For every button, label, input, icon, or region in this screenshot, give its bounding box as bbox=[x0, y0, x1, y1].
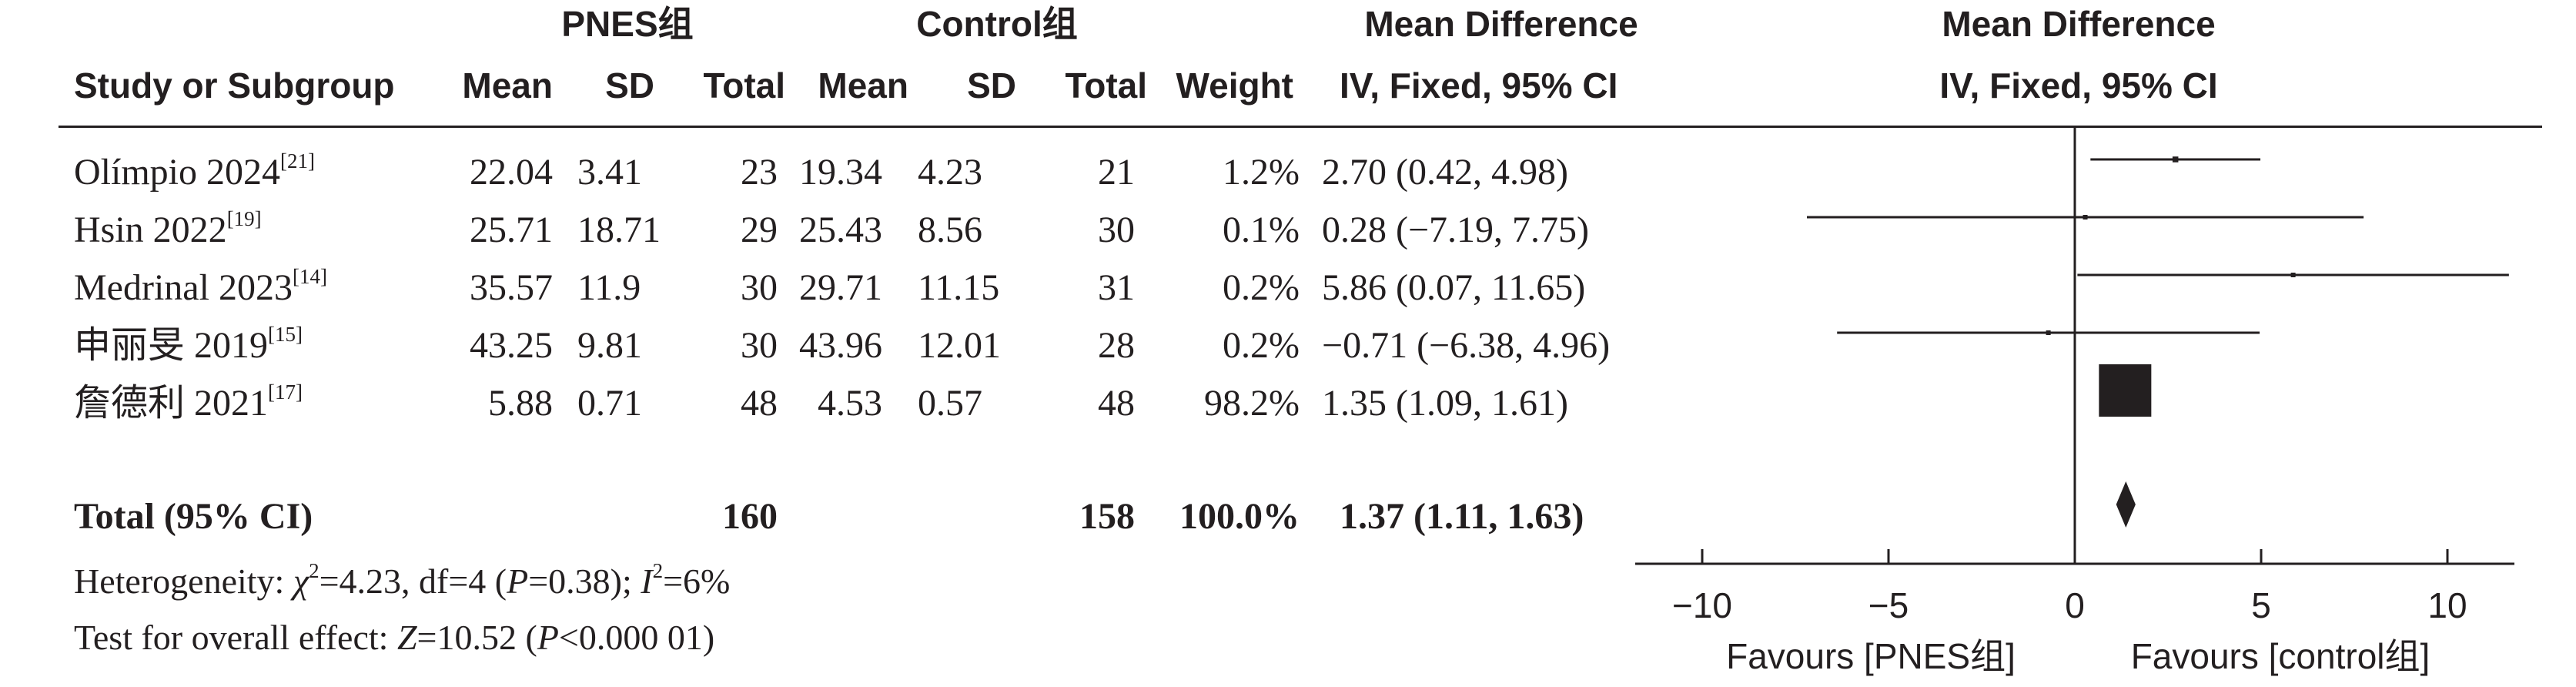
weight-cell: 0.2% bbox=[1223, 325, 1300, 366]
estimate-box bbox=[2099, 364, 2152, 417]
study-name: Olímpio 2024[21] bbox=[74, 149, 315, 193]
total1-cell: 30 bbox=[741, 267, 778, 308]
sd1-cell: 0.71 bbox=[577, 383, 642, 424]
header-rule bbox=[59, 126, 2542, 128]
mean1-col-header: Mean bbox=[462, 65, 553, 106]
total-ci: 1.37 (1.11, 1.63) bbox=[1340, 496, 1584, 537]
total2-col-header: Total bbox=[1065, 65, 1147, 106]
sd1-cell: 18.71 bbox=[577, 209, 661, 250]
group2-header: Control组 bbox=[916, 4, 1078, 44]
heterogeneity-text: Heterogeneity: χ2=4.23, df=4 (P=0.38); I… bbox=[74, 559, 731, 601]
total1-cell: 23 bbox=[741, 152, 778, 193]
sd2-cell: 0.57 bbox=[918, 383, 982, 424]
total1-cell: 48 bbox=[741, 383, 778, 424]
favours-left-label: Favours [PNES组] bbox=[1726, 636, 2016, 676]
sd1-cell: 11.9 bbox=[577, 267, 641, 308]
sd2-col-header: SD bbox=[967, 65, 1016, 106]
ci-cell: 5.86 (0.07, 11.65) bbox=[1322, 267, 1586, 308]
axis-ticks: −10 −5 0 5 10 bbox=[1672, 549, 2467, 625]
total2-cell: 48 bbox=[1098, 383, 1135, 424]
tick-label: −10 bbox=[1672, 585, 1732, 625]
mean2-cell: 43.96 bbox=[799, 325, 882, 366]
estimate-box bbox=[2083, 215, 2088, 220]
sd1-cell: 9.81 bbox=[577, 325, 642, 366]
sd1-cell: 3.41 bbox=[577, 152, 642, 193]
mean1-cell: 5.88 bbox=[488, 383, 553, 424]
weight-cell: 0.2% bbox=[1223, 267, 1300, 308]
total1-cell: 30 bbox=[741, 325, 778, 366]
total2-cell: 30 bbox=[1098, 209, 1135, 250]
weight-col-header: Weight bbox=[1176, 65, 1293, 106]
md-header: Mean Difference bbox=[1364, 4, 1638, 44]
study-name: Medrinal 2023[14] bbox=[74, 265, 327, 308]
weight-cell: 1.2% bbox=[1223, 152, 1300, 193]
total1-col-header: Total bbox=[703, 65, 785, 106]
tick-label: 5 bbox=[2251, 585, 2271, 625]
group1-header: PNES组 bbox=[561, 4, 694, 44]
tick-label: 0 bbox=[2065, 585, 2085, 625]
sd2-cell: 4.23 bbox=[918, 152, 982, 193]
ci-cell: 2.70 (0.42, 4.98) bbox=[1322, 152, 1568, 193]
mean1-cell: 22.04 bbox=[470, 152, 553, 193]
total-weight: 100.0% bbox=[1179, 496, 1300, 537]
overall-effect-text: Test for overall effect: Z=10.52 (P<0.00… bbox=[74, 618, 715, 657]
estimate-box bbox=[2172, 156, 2179, 163]
tick-label: −5 bbox=[1868, 585, 1909, 625]
plot-header: Mean Difference bbox=[1942, 4, 2216, 44]
plot-ci-header: IV, Fixed, 95% CI bbox=[1939, 65, 2218, 106]
sd1-col-header: SD bbox=[605, 65, 654, 106]
total1-sum: 160 bbox=[722, 496, 778, 537]
weight-cell: 98.2% bbox=[1204, 383, 1300, 424]
total1-cell: 29 bbox=[741, 209, 778, 250]
ci-col-header: IV, Fixed, 95% CI bbox=[1340, 65, 1618, 106]
pooled-diamond bbox=[2116, 481, 2136, 528]
study-name: Hsin 2022[19] bbox=[74, 207, 262, 250]
ci-cell: −0.71 (−6.38, 4.96) bbox=[1322, 325, 1611, 366]
total2-sum: 158 bbox=[1079, 496, 1135, 537]
pooled-estimate bbox=[2116, 481, 2136, 528]
ci-cell: 1.35 (1.09, 1.61) bbox=[1322, 383, 1568, 424]
total2-cell: 21 bbox=[1098, 152, 1135, 193]
study-name: 詹德利 2021[17] bbox=[74, 380, 303, 424]
mean1-cell: 35.57 bbox=[470, 267, 553, 308]
mean1-cell: 43.25 bbox=[470, 325, 553, 366]
sd2-cell: 8.56 bbox=[918, 209, 982, 250]
weight-cell: 0.1% bbox=[1223, 209, 1300, 250]
study-col-header: Study or Subgroup bbox=[74, 65, 395, 106]
study-name: 申丽旻 2019[15] bbox=[74, 323, 303, 366]
tick-label: 10 bbox=[2427, 585, 2467, 625]
study-estimates bbox=[1807, 156, 2509, 417]
sd2-cell: 12.01 bbox=[918, 325, 1001, 366]
estimate-box bbox=[2290, 273, 2296, 277]
mean2-col-header: Mean bbox=[818, 65, 908, 106]
favours-right-label: Favours [control组] bbox=[2131, 636, 2430, 676]
total2-cell: 31 bbox=[1098, 267, 1135, 308]
estimate-box bbox=[2046, 330, 2051, 335]
mean2-cell: 4.53 bbox=[818, 383, 882, 424]
mean1-cell: 25.71 bbox=[470, 209, 553, 250]
total2-cell: 28 bbox=[1098, 325, 1135, 366]
mean2-cell: 19.34 bbox=[799, 152, 882, 193]
mean2-cell: 29.71 bbox=[799, 267, 882, 308]
mean2-cell: 25.43 bbox=[799, 209, 882, 250]
sd2-cell: 11.15 bbox=[918, 267, 1000, 308]
ci-cell: 0.28 (−7.19, 7.75) bbox=[1322, 209, 1590, 250]
total-label: Total (95% CI) bbox=[74, 496, 313, 537]
